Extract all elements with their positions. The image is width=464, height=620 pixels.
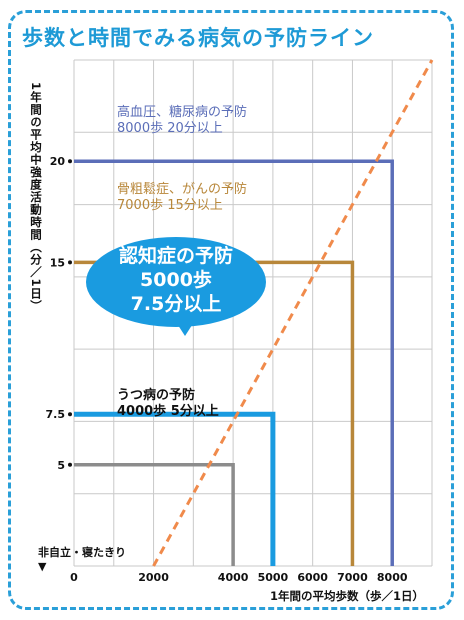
threshold-line (74, 411, 276, 566)
y-tick-label: 15 (50, 256, 65, 269)
annotation-hypertension-line-2: 8000歩 20分以上 (117, 121, 223, 136)
y-tick-label: 7.5 (46, 408, 66, 421)
trend-line (152, 59, 434, 567)
threshold-line (74, 463, 235, 566)
y-tick-label: 5 (57, 459, 65, 472)
trend-dashed-line (152, 59, 434, 567)
annotation-hypertension-diabetes: 高血圧、糖尿病の予防 8000歩 20分以上 (117, 105, 247, 137)
dementia-callout-tail (176, 322, 194, 336)
annotation-depression: うつ病の予防 4000歩 5分以上 (117, 388, 219, 420)
dementia-callout-line-2: 5000歩 (140, 269, 212, 291)
y-tick-dot (68, 412, 72, 417)
y-tick-label: 20 (50, 155, 66, 168)
x-tick-label: 6000 (297, 571, 328, 584)
x-tick-label: 7000 (337, 571, 368, 584)
y-tick-dot (68, 462, 72, 467)
annotation-depression-line-2: 4000歩 5分以上 (117, 404, 219, 419)
tick-labels: 5 7.5 15 20 0 2000 4000 5000 6000 7000 8000 (46, 155, 408, 584)
bedridden-text: 非自立・寝たきり (38, 546, 126, 559)
x-tick-label: 0 (70, 571, 78, 584)
dementia-callout-text: 認知症の予防 5000歩 7.5分以上 (86, 244, 266, 316)
annotation-hypertension-line-1: 高血圧、糖尿病の予防 (117, 105, 248, 120)
annotation-osteoporosis-line-1: 骨粗鬆症、がんの予防 (117, 182, 248, 197)
x-tick-label: 5000 (258, 571, 289, 584)
threshold-line (74, 159, 394, 566)
y-axis-label: 1年間の平均中強度活動時間（分／1日） (29, 82, 43, 313)
chart-title: 歩数と時間でみる病気の予防ライン (22, 26, 374, 50)
dementia-callout-line-3: 7.5分以上 (130, 293, 222, 315)
annotation-osteoporosis-cancer: 骨粗鬆症、がんの予防 7000歩 15分以上 (117, 182, 247, 214)
annotation-osteoporosis-line-2: 7000歩 15分以上 (117, 198, 223, 213)
x-tick-label: 2000 (138, 571, 169, 584)
x-tick-label: 8000 (377, 571, 408, 584)
x-axis-label: 1年間の平均歩数（歩／1日） (270, 589, 425, 603)
down-triangle-icon: ▼ (38, 560, 47, 573)
x-tick-label: 4000 (218, 571, 249, 584)
annotation-depression-line-1: うつ病の予防 (117, 388, 196, 403)
dementia-callout-bubble (86, 237, 266, 327)
dementia-callout-line-1: 認知症の予防 (118, 245, 233, 267)
y-tick-dot (68, 260, 72, 265)
y-tick-dot (68, 159, 72, 164)
bedridden-label: 非自立・寝たきり ▼ (38, 544, 126, 573)
dashed-frame (8, 10, 454, 610)
